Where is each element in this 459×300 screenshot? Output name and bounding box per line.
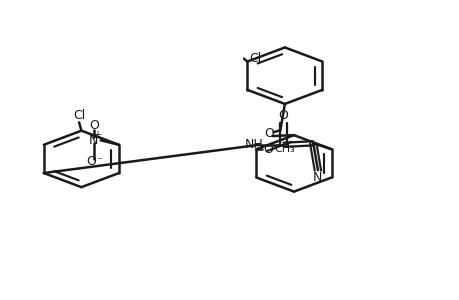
Text: O: O [263,127,273,140]
Text: O: O [89,119,99,132]
Text: Cl: Cl [73,109,85,122]
Text: N: N [89,134,98,147]
Text: O: O [263,143,273,156]
Text: NH: NH [244,138,263,151]
Text: +: + [93,130,101,140]
Text: Cl: Cl [249,52,261,65]
Text: N: N [313,171,322,184]
Text: O: O [278,109,288,122]
Text: ⁻: ⁻ [96,156,102,166]
Text: O: O [86,154,96,168]
Text: CH₃: CH₃ [274,144,295,154]
